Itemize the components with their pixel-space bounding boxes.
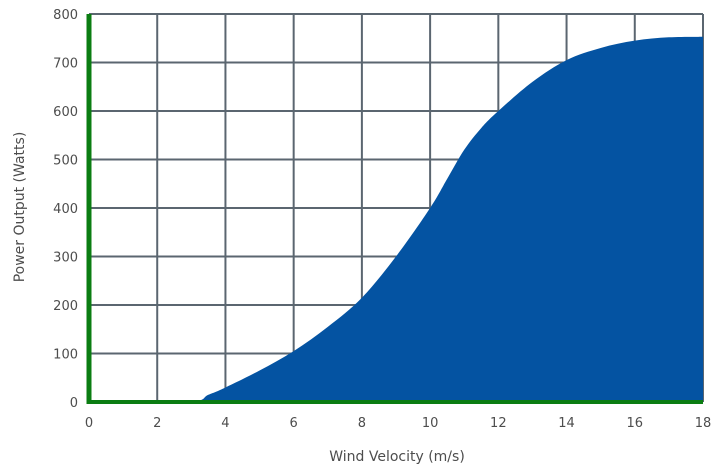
y-tick-500: 500 [53, 154, 78, 169]
y-tick-100: 100 [53, 348, 78, 363]
y-tick-800: 800 [53, 8, 78, 23]
y-tick-0: 0 [70, 396, 78, 411]
y-tick-200: 200 [53, 299, 78, 314]
x-tick-4: 4 [221, 416, 229, 431]
y-tick-400: 400 [53, 202, 78, 217]
y-tick-700: 700 [53, 57, 78, 72]
axes [86, 14, 703, 404]
x-tick-6: 6 [290, 416, 298, 431]
x-tick-14: 14 [558, 416, 575, 431]
y-axis-title: Power Output (Watts) [12, 132, 28, 283]
y-tick-300: 300 [53, 251, 78, 266]
x-tick-0: 0 [85, 416, 93, 431]
x-tick-18: 18 [695, 416, 712, 431]
x-tick-2: 2 [153, 416, 161, 431]
y-tick-600: 600 [53, 105, 78, 120]
x-tick-10: 10 [422, 416, 439, 431]
x-tick-labels: 0 2 4 6 8 10 12 14 16 18 [85, 416, 711, 431]
x-axis-title: Wind Velocity (m/s) [329, 449, 465, 465]
x-tick-12: 12 [490, 416, 507, 431]
y-tick-labels: 0 100 200 300 400 500 600 700 800 [53, 8, 78, 411]
x-tick-16: 16 [627, 416, 644, 431]
x-tick-8: 8 [358, 416, 366, 431]
power-output-area [89, 36, 703, 403]
